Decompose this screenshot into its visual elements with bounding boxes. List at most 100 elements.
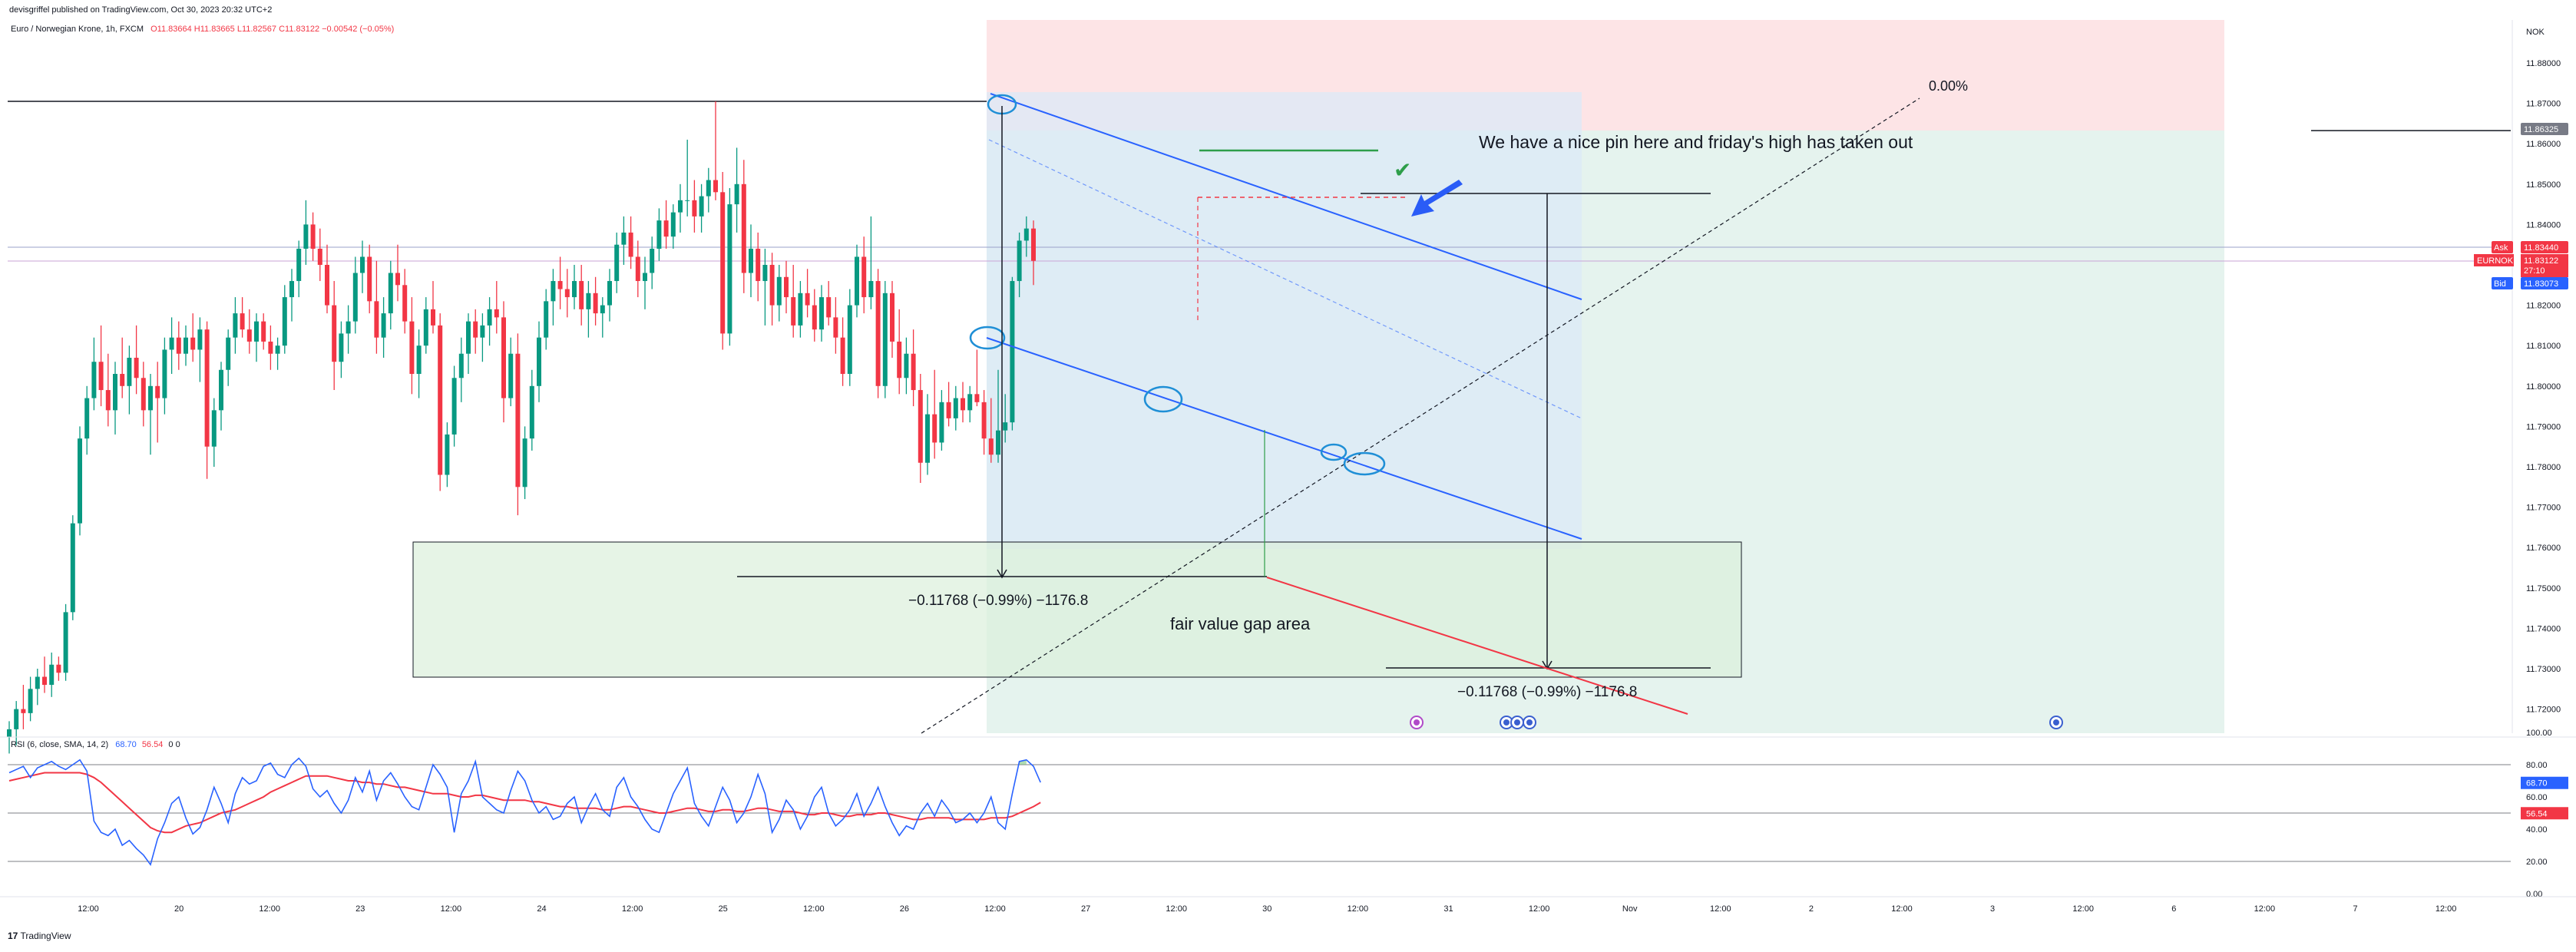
candle-body [720,192,726,334]
rsi-ma-line [8,772,1041,834]
rsi-tick: 80.00 [2526,761,2548,770]
candle-body [134,357,139,378]
candle-body [458,353,464,378]
time-tick: 25 [719,904,728,914]
price-tick: 11.77000 [2526,504,2561,513]
candle-body [1003,422,1008,431]
candle-body [332,305,337,362]
time-tick: 12:00 [622,904,643,914]
time-tick: 12:00 [1348,904,1369,914]
candle-body [904,353,909,378]
candle-body [352,273,358,322]
price-tick: 11.85000 [2526,180,2561,190]
tradingview-logo[interactable]: 17 TradingView [8,931,71,941]
candle-body [148,385,153,411]
rsi-legend[interactable]: RSI (6, close, SMA, 14, 2) 68.70 56.54 0… [11,740,180,749]
candle-body [105,390,111,411]
rsi-pane[interactable]: 100.00 80.00 60.00 40.00 20.00 0.00 68.70 56.54 [0,729,2576,899]
candle-body [988,438,994,455]
candle-body [78,438,82,524]
candle-body [798,293,803,326]
candle-body [805,293,810,306]
price-axis[interactable]: 11.88000 11.87000 11.86000 11.85000 11.84000… [2474,20,2568,733]
rsi-tick: 20.00 [2526,858,2548,867]
candle-body [190,337,196,350]
bid-price-tag-label: Bid [2494,279,2506,289]
candle-body [826,297,832,318]
candle-body [169,337,174,350]
ask-price-tag-label-bg [2492,241,2513,253]
time-axis[interactable]: 12:00 20 12:00 23 12:00 24 12:00 25 12:00 26 12:00… [0,896,2576,914]
time-tick: Nov [1622,904,1638,914]
candle-body [84,398,90,439]
candle-body [593,293,598,314]
ohlc-values: O11.83664 H11.83665 L11.82567 C11.83122 … [150,25,395,34]
candle-body [381,313,386,338]
candle-body [875,281,881,386]
price-tick: 11.87000 [2526,100,2561,109]
alert-price-tag-value: 11.86325 [2524,125,2558,134]
candle-body [678,200,683,213]
time-tick: 6 [2171,904,2176,914]
symbol-legend[interactable]: Euro / Norwegian Krone, 1h, FXCM O11.836… [11,25,394,34]
price-tick: 11.74000 [2526,624,2561,633]
candle-body [7,729,12,738]
candle-body [749,248,753,273]
candle-body [882,293,888,386]
rsi-legend-title[interactable]: RSI (6, close, SMA, 14, 2) [11,740,109,749]
candle-body [776,276,782,306]
rsi-tick: 40.00 [2526,825,2548,835]
time-tick: 2 [1809,904,1814,914]
candle-body [741,183,746,273]
candle-body [706,180,711,197]
touch-ellipse [1320,443,1348,461]
price-tick: 11.79000 [2526,422,2561,431]
price-tick: 11.73000 [2526,665,2561,674]
symbol-line[interactable]: Euro / Norwegian Krone, 1h, FXCM [11,25,144,34]
candle-body [564,289,570,298]
candle-body [932,414,937,443]
candle-body [113,374,117,411]
candle-body [840,337,845,375]
price-tick: 11.84000 [2526,220,2561,230]
candle-body [685,200,690,201]
candle-body [769,265,775,306]
time-tick: 31 [1443,904,1453,914]
candle-body [246,329,252,342]
candle-body [211,410,217,447]
candle-body [197,329,203,350]
currency-label[interactable]: NOK [2526,28,2545,37]
candle-body [628,232,633,257]
touch-ellipse [1143,385,1183,413]
candle-body [974,394,980,402]
event-icon-dot [1503,719,1510,726]
candle-body [184,337,188,354]
candle-body [939,402,944,443]
candle-body [91,362,97,398]
fair-value-gap-zone[interactable] [412,541,1742,678]
price-tick: 11.80000 [2526,382,2561,392]
last-price-tag-bg [2521,254,2568,277]
measure-1-label: −0.11768 (−0.99%) −1176.8 [908,593,1088,609]
channel-lower-line [986,337,1582,540]
candle-body [310,224,316,249]
candle-body [466,321,471,354]
ask-price-tag: Ask 11.83440 [2492,241,2568,253]
bid-price-tag-value: 11.83073 [2524,279,2558,289]
price-tick: 11.82000 [2526,302,2561,311]
candle-body [416,345,422,375]
candle-body [522,438,527,488]
candle-body [282,297,287,346]
candle-body [1031,228,1036,261]
candle-body [670,212,676,237]
candle-body [261,321,266,342]
time-tick: 20 [174,904,184,914]
time-tick: 12:00 [1166,904,1187,914]
candle-body [855,256,859,306]
candle-body [141,378,146,411]
candle-body [49,664,55,686]
time-tick: 12:00 [2435,904,2457,914]
candle-body [551,281,556,302]
